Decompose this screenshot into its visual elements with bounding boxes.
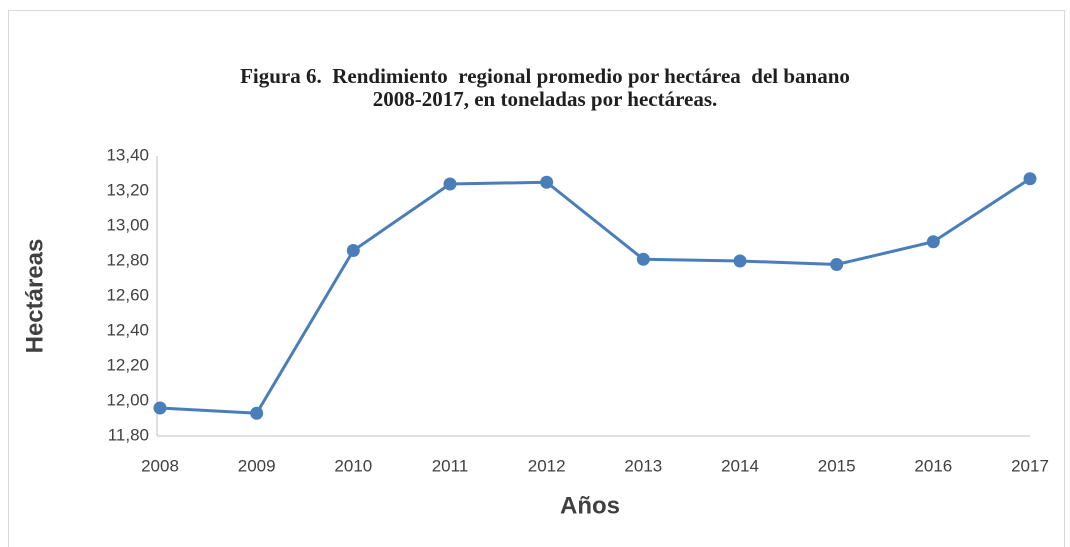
y-tick-label: 12,60 xyxy=(106,285,149,304)
x-tick-label: 2009 xyxy=(238,456,276,475)
x-tick-label: 2010 xyxy=(334,456,372,475)
chart-frame xyxy=(8,10,1065,547)
x-tick-label: 2017 xyxy=(1011,456,1049,475)
x-tick-label: 2012 xyxy=(528,456,566,475)
x-tick-label: 2013 xyxy=(624,456,662,475)
y-tick-label: 13,00 xyxy=(106,215,149,234)
y-tick-label: 12,20 xyxy=(106,355,149,374)
marker xyxy=(346,244,360,257)
chart-title: Figura 6. Rendimiento regional promedio … xyxy=(240,64,850,88)
x-tick-label: 2008 xyxy=(141,456,179,475)
y-tick-label: 13,20 xyxy=(106,180,149,199)
marker xyxy=(540,175,554,189)
x-tick-label: 2016 xyxy=(914,456,952,475)
marker xyxy=(1023,172,1037,186)
marker xyxy=(733,254,747,268)
marker xyxy=(830,258,844,271)
y-tick-label: 13,40 xyxy=(106,145,149,164)
x-tick-label: 2015 xyxy=(818,456,856,475)
marker xyxy=(250,406,264,420)
chart-title: 2008-2017, en toneladas por hectáreas. xyxy=(373,87,718,111)
marker xyxy=(926,235,940,249)
y-tick-label: 12,40 xyxy=(106,320,149,339)
y-tick-label: 11,80 xyxy=(108,425,149,444)
line xyxy=(159,177,1031,415)
marker xyxy=(153,401,167,415)
x-tick-label: 2011 xyxy=(432,456,469,475)
x-tick-label: 2014 xyxy=(721,456,759,475)
marker xyxy=(636,252,650,266)
marker xyxy=(443,177,457,191)
y-tick-label: 12,80 xyxy=(106,250,149,269)
y-tick-label: 12,00 xyxy=(106,390,149,409)
y-axis-title: Hectáreas xyxy=(21,239,48,354)
x-axis-title: Años xyxy=(560,492,620,519)
